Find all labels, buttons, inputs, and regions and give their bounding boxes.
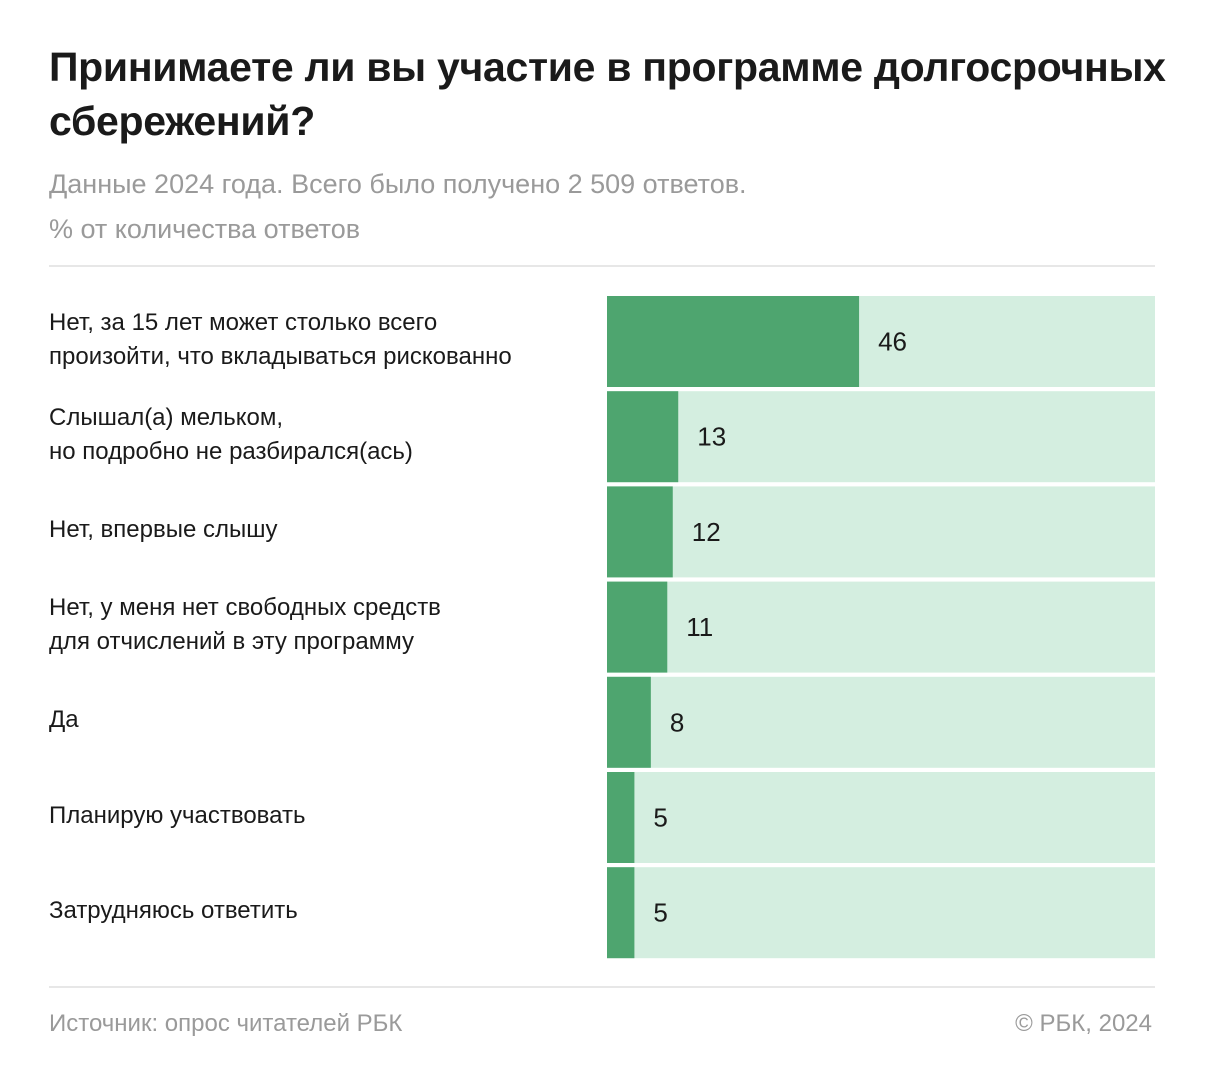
value-label: 11 <box>686 612 713 642</box>
bar-track <box>607 391 1155 483</box>
bar <box>607 772 635 863</box>
chart-title: Принимаете ли вы участие в программе дол… <box>49 44 1166 144</box>
bar <box>607 486 673 578</box>
copyright-note: © РБК, 2024 <box>1015 1010 1152 1037</box>
bar <box>607 296 860 387</box>
value-label: 13 <box>697 422 726 452</box>
category-label: Нет, впервые слышу <box>49 515 278 543</box>
bottom-divider <box>49 986 1155 988</box>
source-note: Источник: опрос читателей РБК <box>49 1010 403 1037</box>
bar <box>607 391 679 483</box>
bar-track <box>607 581 1155 673</box>
value-label: 5 <box>653 803 667 833</box>
value-label: 5 <box>653 898 667 928</box>
category-label: Затрудняюсь ответить <box>49 896 298 924</box>
top-divider <box>49 265 1155 267</box>
bar <box>607 867 635 959</box>
value-label: 46 <box>878 327 907 357</box>
unit-note: % от количества ответов <box>49 214 361 244</box>
category-label: Нет, за 15 лет может столько всего произ… <box>49 308 512 370</box>
category-label: Нет, у меня нет свободных средств для от… <box>49 594 441 656</box>
bar <box>607 676 651 768</box>
category-label: Да <box>49 706 79 734</box>
bar-track <box>607 486 1155 578</box>
chart-subtitle: Данные 2024 года. Всего было получено 2 … <box>49 169 747 199</box>
value-label: 12 <box>692 517 721 547</box>
category-label: Планирую участвовать <box>49 801 306 829</box>
value-label: 8 <box>670 707 684 737</box>
bar-track <box>607 676 1155 768</box>
bar-track <box>607 772 1155 863</box>
bar-track <box>607 867 1155 959</box>
category-label: Слышал(а) мельком, но подробно не разбир… <box>49 403 413 465</box>
bar <box>607 581 668 673</box>
